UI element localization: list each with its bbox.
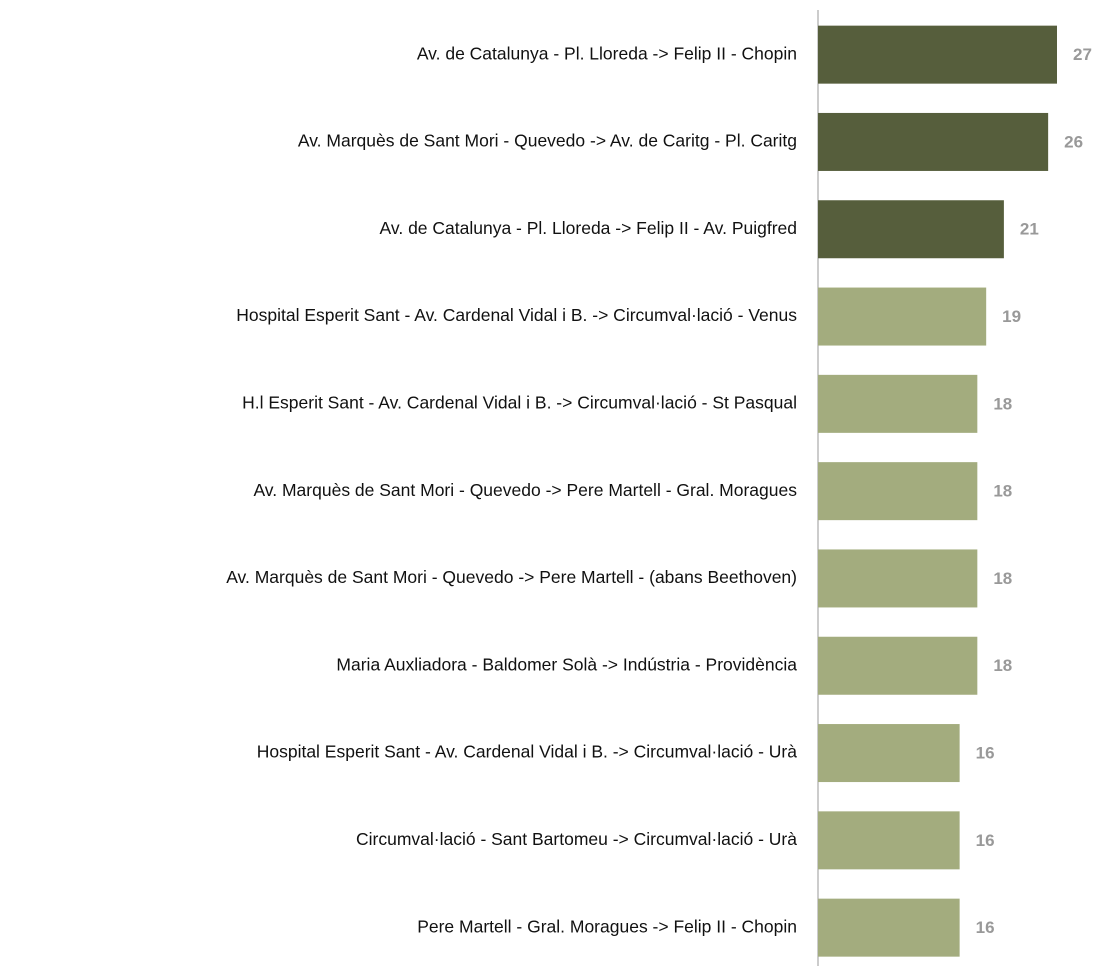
bar — [818, 25, 1057, 84]
category-label: Av. de Catalunya - Pl. Lloreda -> Felip … — [380, 218, 797, 238]
category-label: H.l Esperit Sant - Av. Cardenal Vidal i … — [242, 392, 797, 412]
value-label: 18 — [993, 394, 1012, 413]
bar — [818, 898, 960, 957]
category-label: Av. Marquès de Sant Mori - Quevedo -> Av… — [298, 131, 797, 151]
category-label: Hospital Esperit Sant - Av. Cardenal Vid… — [257, 742, 798, 762]
category-label: Maria Auxliadora - Baldomer Solà -> Indú… — [336, 654, 797, 674]
value-label: 18 — [993, 656, 1012, 675]
category-label: Pere Martell - Gral. Moragues -> Felip I… — [417, 916, 797, 936]
category-label: Hospital Esperit Sant - Av. Cardenal Vid… — [236, 305, 797, 325]
bar — [818, 200, 1004, 259]
bar — [818, 636, 978, 695]
value-label: 27 — [1073, 45, 1092, 64]
value-label: 16 — [976, 744, 995, 763]
bar — [818, 549, 978, 608]
category-label: Circumval·lació - Sant Bartomeu -> Circu… — [356, 829, 797, 849]
value-label: 16 — [976, 918, 995, 937]
bar — [818, 724, 960, 783]
bar — [818, 112, 1049, 171]
bar — [818, 811, 960, 870]
category-label: Av. Marquès de Sant Mori - Quevedo -> Pe… — [226, 567, 797, 587]
category-label: Av. de Catalunya - Pl. Lloreda -> Felip … — [417, 43, 797, 63]
value-label: 18 — [993, 569, 1012, 588]
value-label: 21 — [1020, 220, 1039, 239]
bar — [818, 287, 987, 346]
value-label: 26 — [1064, 132, 1083, 151]
bar — [818, 462, 978, 521]
bar — [818, 374, 978, 433]
value-label: 19 — [1002, 307, 1021, 326]
value-label: 18 — [993, 482, 1012, 501]
category-label: Av. Marquès de Sant Mori - Quevedo -> Pe… — [253, 480, 797, 500]
value-label: 16 — [976, 831, 995, 850]
